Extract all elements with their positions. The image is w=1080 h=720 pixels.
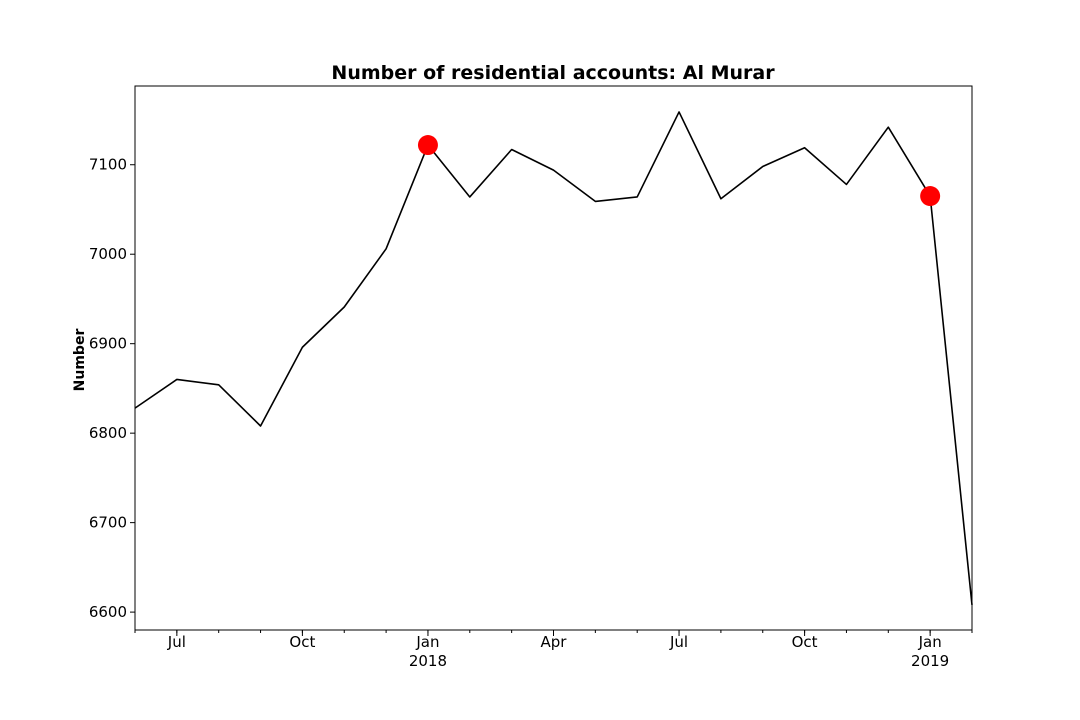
- y-tick-label: 7100: [89, 156, 127, 174]
- y-tick-label: 7000: [89, 245, 127, 263]
- x-tick-label: Jul: [669, 633, 688, 651]
- x-tick-label: Jan: [918, 633, 942, 651]
- x-tick-label: Apr: [541, 633, 568, 651]
- y-tick-label: 6800: [89, 424, 127, 442]
- y-axis-label: Number: [72, 329, 88, 392]
- x-tick-label: Oct: [792, 633, 818, 651]
- series-line: [134, 111, 973, 606]
- y-tick-label: 6600: [89, 603, 127, 621]
- highlight-marker: [920, 186, 941, 207]
- x-tick-sublabel: 2018: [409, 652, 447, 670]
- highlight-marker: [417, 135, 438, 156]
- x-tick-label: Oct: [289, 633, 315, 651]
- plot-frame: [134, 85, 973, 631]
- x-tick-sublabel: 2019: [911, 652, 949, 670]
- x-tick-label: Jan: [415, 633, 439, 651]
- chart-title: Number of residential accounts: Al Murar: [331, 62, 775, 84]
- y-tick-label: 6900: [89, 335, 127, 353]
- y-tick-label: 6700: [89, 514, 127, 532]
- x-tick-label: Jul: [167, 633, 186, 651]
